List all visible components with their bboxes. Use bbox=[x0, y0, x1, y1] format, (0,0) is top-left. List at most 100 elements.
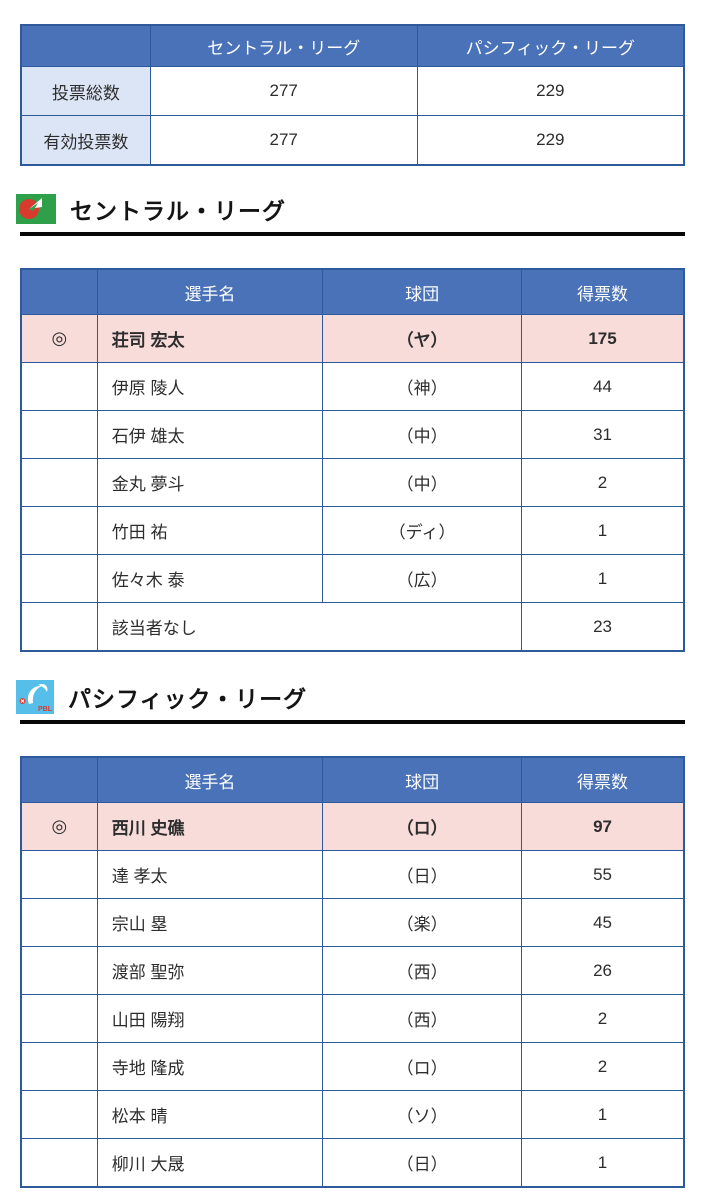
votes-column-header: 得票数 bbox=[521, 756, 685, 803]
central-league-heading: セントラル・リーグ bbox=[16, 192, 685, 226]
player-name-cell: 金丸 夢斗 bbox=[96, 458, 324, 507]
player-name-cell: 寺地 隆成 bbox=[96, 1042, 324, 1091]
team-cell: （日） bbox=[322, 850, 523, 899]
summary-value-cell: 277 bbox=[149, 66, 418, 116]
pacific-player-row: 柳川 大晟 （日） 1 bbox=[20, 1138, 685, 1188]
team-cell: （ソ） bbox=[322, 1090, 523, 1139]
team-cell: （神） bbox=[322, 362, 523, 411]
votes-cell: 97 bbox=[521, 802, 685, 851]
votes-cell: 2 bbox=[521, 1042, 685, 1091]
central-player-row: 金丸 夢斗 （中） 2 bbox=[20, 458, 685, 507]
votes-cell: 45 bbox=[521, 898, 685, 947]
mark-column-header bbox=[20, 268, 98, 315]
team-cell: （広） bbox=[322, 554, 523, 603]
votes-cell: 1 bbox=[521, 1090, 685, 1139]
player-name-cell: 柳川 大晟 bbox=[96, 1138, 324, 1188]
pacific-player-row: ◎ 西川 史礁 （ロ） 97 bbox=[20, 802, 685, 851]
summary-league-header: セントラル・リーグ bbox=[149, 24, 418, 67]
winner-mark-cell bbox=[20, 410, 98, 459]
winner-mark-cell bbox=[20, 850, 98, 899]
winner-mark-cell bbox=[20, 1042, 98, 1091]
summary-row-label: 投票総数 bbox=[20, 66, 151, 116]
player-name-cell: 竹田 祐 bbox=[96, 506, 324, 555]
summary-header-row: セントラル・リーグ パシフィック・リーグ bbox=[20, 24, 685, 67]
winner-mark-cell: ◎ bbox=[20, 314, 98, 363]
pacific-league-logo-icon: PBL bbox=[16, 680, 54, 714]
pacific-league-heading: PBL パシフィック・リーグ bbox=[16, 680, 685, 714]
player-name-cell: 佐々木 泰 bbox=[96, 554, 324, 603]
pacific-section-title: パシフィック・リーグ bbox=[68, 686, 308, 712]
pacific-heading-rule bbox=[20, 720, 685, 724]
central-player-row: 該当者なし 23 bbox=[20, 602, 685, 652]
votes-cell: 55 bbox=[521, 850, 685, 899]
votes-cell: 26 bbox=[521, 946, 685, 995]
central-player-row: 竹田 祐（ディ） 1 bbox=[20, 506, 685, 555]
pacific-header-row: 選手名 球団 得票数 bbox=[20, 756, 685, 803]
votes-cell: 44 bbox=[521, 362, 685, 411]
central-header-row: 選手名 球団 得票数 bbox=[20, 268, 685, 315]
summary-row: 投票総数 277 229 bbox=[20, 66, 685, 116]
summary-row: 有効投票数 277 229 bbox=[20, 115, 685, 166]
winner-mark-cell bbox=[20, 946, 98, 995]
votes-column-header: 得票数 bbox=[521, 268, 685, 315]
central-league-logo-icon bbox=[16, 194, 56, 224]
pacific-player-row: 宗山 塁（楽） 45 bbox=[20, 898, 685, 947]
winner-mark-cell bbox=[20, 506, 98, 555]
votes-cell: 23 bbox=[521, 602, 685, 652]
player-name-cell: 渡部 聖弥 bbox=[96, 946, 324, 995]
pacific-player-row: 松本 晴（ソ） 1 bbox=[20, 1090, 685, 1139]
central-player-row: ◎ 荘司 宏太 （ヤ） 175 bbox=[20, 314, 685, 363]
winner-mark-cell bbox=[20, 1138, 98, 1188]
central-player-row: 伊原 陵人 （神） 44 bbox=[20, 362, 685, 411]
team-column-header: 球団 bbox=[322, 756, 523, 803]
team-cell: （西） bbox=[322, 946, 523, 995]
team-cell: （中） bbox=[322, 410, 523, 459]
summary-value-cell: 277 bbox=[149, 115, 418, 166]
central-player-row: 佐々木 泰（広） 1 bbox=[20, 554, 685, 603]
winner-mark-cell bbox=[20, 994, 98, 1043]
votes-cell: 31 bbox=[521, 410, 685, 459]
summary-value-cell: 229 bbox=[416, 115, 685, 166]
player-name-cell: 荘司 宏太 bbox=[96, 314, 324, 363]
pacific-league-results-table: 選手名 球団 得票数 ◎ 西川 史礁 （ロ） 97 達 孝太 （日） 55 宗山 塁（楽） 45 渡部 … bbox=[20, 756, 685, 1188]
team-cell: （ヤ） bbox=[322, 314, 523, 363]
player-name-cell: 宗山 塁 bbox=[96, 898, 324, 947]
pacific-player-row: 山田 陽翔 （西） 2 bbox=[20, 994, 685, 1043]
team-cell: （ロ） bbox=[322, 1042, 523, 1091]
pacific-player-row: 達 孝太 （日） 55 bbox=[20, 850, 685, 899]
summary-value-cell: 229 bbox=[416, 66, 685, 116]
votes-cell: 1 bbox=[521, 1138, 685, 1188]
votes-cell: 2 bbox=[521, 458, 685, 507]
votes-cell: 175 bbox=[521, 314, 685, 363]
player-name-cell: 松本 晴 bbox=[96, 1090, 324, 1139]
team-cell: （ロ） bbox=[322, 802, 523, 851]
pacific-player-row: 渡部 聖弥 （西） 26 bbox=[20, 946, 685, 995]
votes-cell: 1 bbox=[521, 554, 685, 603]
player-name-cell: 該当者なし bbox=[96, 602, 523, 652]
central-player-row: 石伊 雄太 （中） 31 bbox=[20, 410, 685, 459]
player-name-cell: 伊原 陵人 bbox=[96, 362, 324, 411]
player-name-cell: 石伊 雄太 bbox=[96, 410, 324, 459]
player-name-cell: 達 孝太 bbox=[96, 850, 324, 899]
votes-cell: 2 bbox=[521, 994, 685, 1043]
central-section-title: セントラル・リーグ bbox=[70, 198, 286, 224]
pacific-player-row: 寺地 隆成 （ロ） 2 bbox=[20, 1042, 685, 1091]
team-cell: （日） bbox=[322, 1138, 523, 1188]
player-column-header: 選手名 bbox=[96, 756, 324, 803]
central-heading-rule bbox=[20, 232, 685, 236]
pbl-logo-text: PBL bbox=[38, 706, 53, 713]
summary-row-label: 有効投票数 bbox=[20, 115, 151, 166]
team-cell: （ディ） bbox=[322, 506, 523, 555]
team-column-header: 球団 bbox=[322, 268, 523, 315]
summary-blank-header bbox=[20, 24, 151, 67]
winner-mark-cell bbox=[20, 458, 98, 507]
summary-league-header: パシフィック・リーグ bbox=[416, 24, 685, 67]
votes-cell: 1 bbox=[521, 506, 685, 555]
player-column-header: 選手名 bbox=[96, 268, 324, 315]
winner-mark-cell bbox=[20, 602, 98, 652]
player-name-cell: 西川 史礁 bbox=[96, 802, 324, 851]
winner-mark-cell bbox=[20, 362, 98, 411]
winner-mark-cell bbox=[20, 554, 98, 603]
mark-column-header bbox=[20, 756, 98, 803]
